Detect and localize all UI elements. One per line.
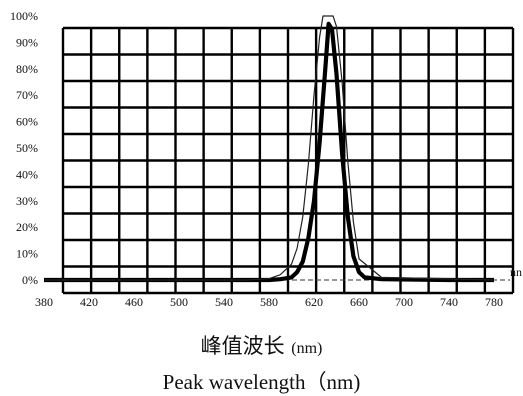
y-tick-label: 80% (16, 62, 38, 76)
spectrum-chart: 0% 10% 20% 30% 40% 50% 60% 70% 80% 90% 100% 380 420… (10, 9, 522, 309)
x-tick-label: 580 (260, 295, 278, 309)
axis-end-label: nn (510, 265, 522, 279)
y-tick-label: 100% (10, 9, 38, 23)
y-tick-label: 90% (16, 35, 38, 49)
x-tick-label: 740 (440, 295, 458, 309)
x-axis-title-zh-unit: (nm) (291, 340, 323, 357)
series-line-main (44, 21, 494, 283)
y-tick-label: 40% (16, 167, 38, 181)
y-tick-label: 0% (22, 273, 38, 287)
y-tick-label: 20% (16, 220, 38, 234)
y-tick-label: 70% (16, 88, 38, 102)
y-tick-label: 10% (16, 247, 38, 261)
x-tick-label: 620 (305, 295, 323, 309)
x-axis-ticks: 380 420 460 500 540 580 620 660 700 740 780 (35, 295, 503, 309)
y-tick-label: 50% (16, 141, 38, 155)
chart-series (44, 15, 495, 283)
x-tick-label: 780 (485, 295, 503, 309)
y-axis-ticks: 0% 10% 20% 30% 40% 50% 60% 70% 80% 90% 100% (10, 9, 38, 287)
x-axis-title-zh-text: 峰值波长 (200, 334, 285, 358)
chart-grid (61, 26, 515, 295)
series-line-secondary (44, 15, 495, 281)
x-tick-label: 500 (170, 295, 188, 309)
x-axis-title-english: Peak wavelength（nm) (162, 370, 361, 394)
x-tick-label: 380 (35, 295, 53, 309)
x-tick-label: 460 (125, 295, 143, 309)
y-tick-label: 30% (16, 194, 38, 208)
y-tick-label: 60% (16, 115, 38, 129)
x-tick-label: 420 (80, 295, 98, 309)
x-axis-title-chinese: 峰值波长 (nm) (0, 330, 523, 360)
x-tick-label: 540 (215, 295, 233, 309)
x-tick-label: 700 (395, 295, 413, 309)
x-tick-label: 660 (350, 295, 368, 309)
